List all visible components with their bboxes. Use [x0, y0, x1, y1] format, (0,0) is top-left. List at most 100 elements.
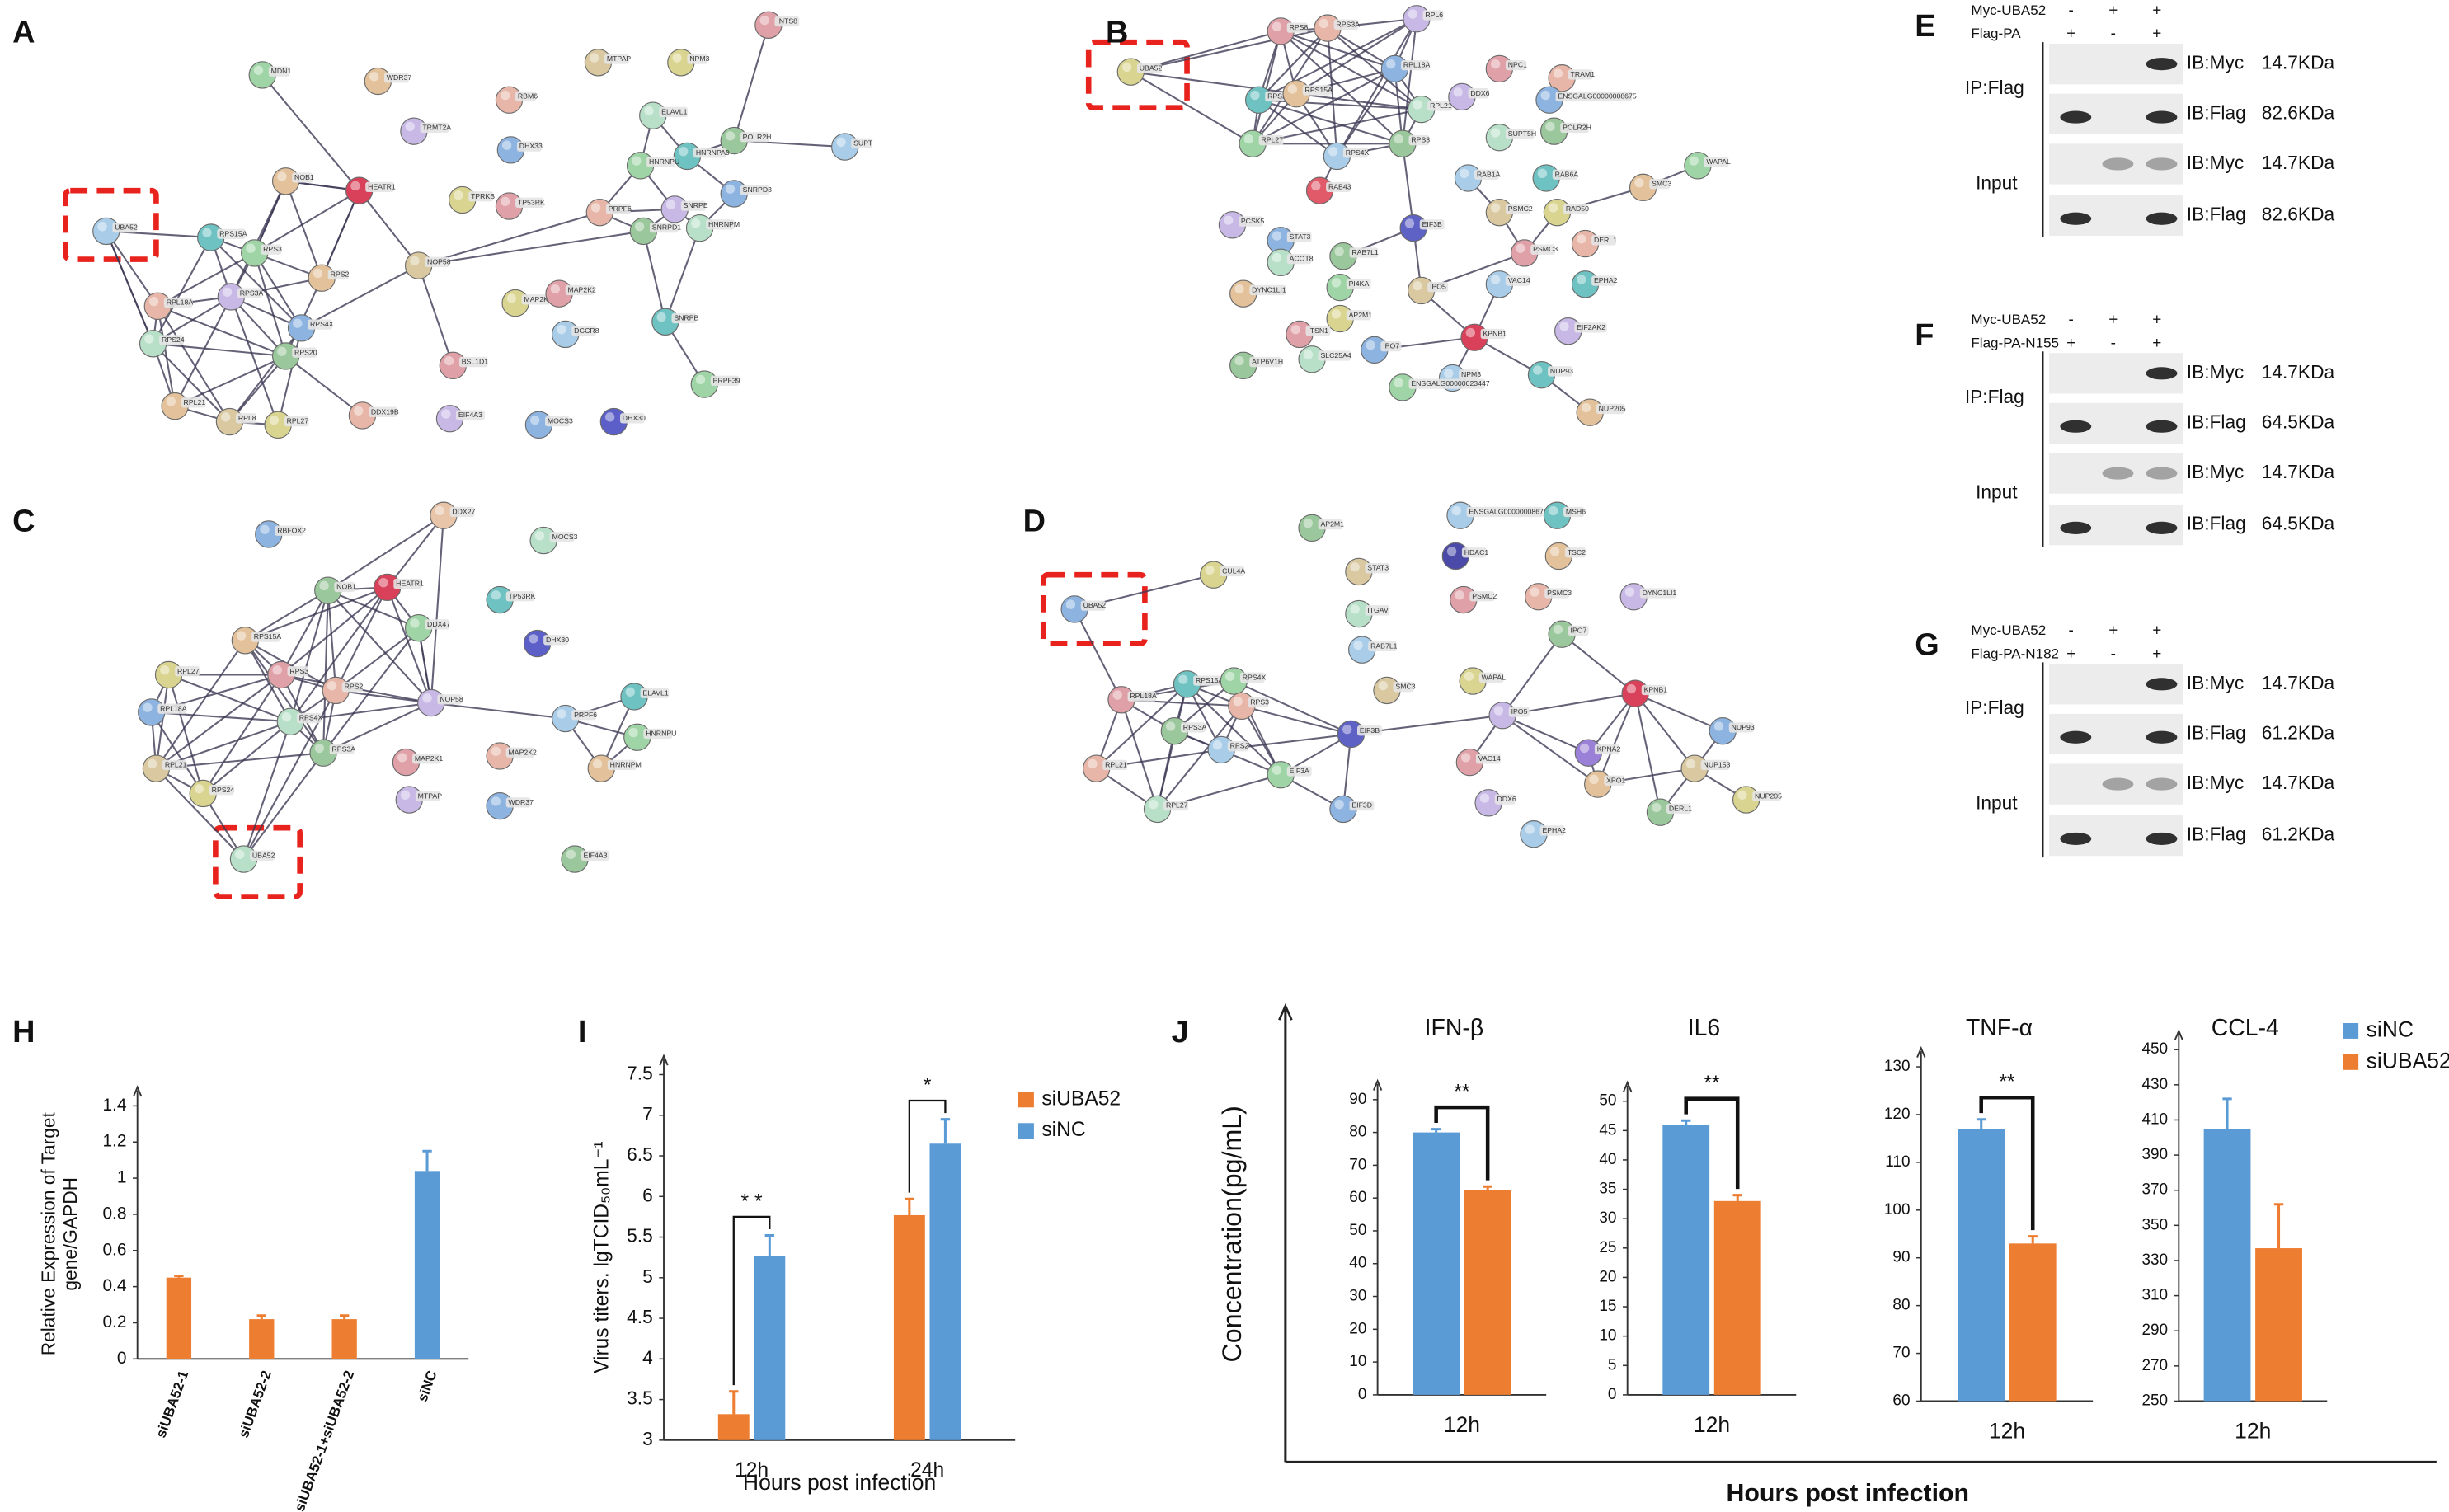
- node-shine: [293, 318, 303, 328]
- error-bar: [2222, 1097, 2232, 1129]
- node-label: BSL1D1: [462, 358, 489, 366]
- error-bar: [1977, 1118, 1986, 1129]
- j-y-label: Concentration(pg/mL): [1217, 1106, 1247, 1362]
- node-label-bg: [1163, 800, 1188, 811]
- node-label-bg: [605, 204, 631, 214]
- node-label-bg: [1604, 775, 1625, 786]
- node-label-bg: [1639, 588, 1677, 599]
- node-label: PSMC2: [1472, 592, 1497, 600]
- node-label-bg: [710, 375, 740, 386]
- node-shine: [1549, 505, 1558, 516]
- blot-band: [2146, 420, 2178, 433]
- node-label: SNRPE: [684, 201, 708, 209]
- node-label: RPS4X: [1346, 148, 1370, 157]
- node-label-bg: [251, 632, 280, 642]
- blot-band: [2102, 467, 2134, 480]
- node-label: EIF3B: [1422, 220, 1442, 228]
- node-label-bg: [181, 397, 206, 408]
- edge: [244, 640, 292, 722]
- x-tick-label: 12h: [1694, 1412, 1730, 1437]
- node-shine: [1626, 683, 1637, 694]
- edge: [105, 230, 159, 307]
- node-label: KPNB1: [1644, 686, 1668, 694]
- edge: [155, 674, 170, 769]
- node-label: RAB7L1: [1370, 641, 1398, 650]
- blot-sign: +: [2152, 2, 2161, 19]
- node-shine: [253, 65, 264, 75]
- node-label: WDR37: [509, 798, 534, 806]
- node-label: HEATR1: [368, 182, 396, 190]
- edge: [327, 589, 420, 629]
- bar: [1713, 1200, 1761, 1395]
- edge: [261, 74, 360, 191]
- node-label-bg: [706, 219, 735, 230]
- node-shine: [1577, 275, 1586, 284]
- node-label: RPS15A: [254, 632, 282, 641]
- edge: [153, 342, 286, 358]
- node-shine: [1464, 671, 1474, 682]
- node-label-bg: [1475, 754, 1501, 764]
- node-label: RAB6A: [1555, 170, 1579, 178]
- node-shine: [277, 171, 287, 181]
- node-shine: [1272, 21, 1282, 31]
- node-label: HNRNPM: [610, 760, 642, 768]
- error-bar: [1483, 1185, 1492, 1190]
- y-tick-label: 25: [1599, 1239, 1616, 1256]
- node-shine: [1465, 327, 1476, 338]
- node-label-bg: [1239, 672, 1265, 683]
- y-tick-label: 0.4: [102, 1276, 126, 1295]
- edge: [322, 627, 420, 754]
- node-label-bg: [1427, 101, 1453, 111]
- node-label-bg: [1305, 326, 1331, 336]
- node-label-bg: [1318, 350, 1351, 361]
- node-shine: [277, 346, 287, 356]
- edge: [1502, 714, 1589, 754]
- node-shine: [246, 243, 256, 253]
- edge: [280, 586, 388, 676]
- node-label-bg: [581, 850, 610, 861]
- node-shine: [501, 196, 510, 207]
- node-label: WAPAL: [1706, 157, 1731, 166]
- blot-ib: IB:Flag: [2187, 101, 2246, 123]
- error-bar: [940, 1118, 951, 1144]
- bar: [249, 1319, 275, 1359]
- node-label: RPS15A: [1305, 86, 1333, 94]
- node-label-bg: [1539, 825, 1565, 836]
- node-shine: [1444, 369, 1454, 378]
- node-label: DGCR8: [574, 326, 599, 335]
- edge: [642, 231, 666, 322]
- node-label-bg: [1468, 88, 1489, 99]
- node-label: RPS20: [294, 348, 317, 356]
- node-shine: [1287, 84, 1298, 94]
- blot-band: [2060, 521, 2092, 534]
- legend-swatch: [1018, 1123, 1034, 1139]
- node-label-bg: [604, 54, 629, 64]
- node-label: RPL21: [184, 398, 206, 406]
- node-shine: [1311, 181, 1321, 191]
- blot-size: 14.7KDa: [2262, 52, 2335, 73]
- node-label-bg: [1544, 588, 1570, 599]
- node-label: HNRNPU: [649, 157, 679, 166]
- node-shine: [1446, 547, 1457, 556]
- blot-ib: IB:Myc: [2187, 772, 2244, 793]
- node-label-bg: [1649, 178, 1671, 190]
- node-shine: [1290, 325, 1300, 335]
- node-label-bg: [163, 297, 193, 308]
- node-shine: [1685, 758, 1696, 769]
- node-shine: [314, 743, 325, 754]
- node-label: RPL18A: [167, 298, 194, 307]
- node-label-bg: [1249, 356, 1282, 368]
- node-label: RAB1A: [1477, 170, 1501, 178]
- node-shine: [604, 412, 615, 422]
- y-tick-label: 270: [2141, 1357, 2168, 1374]
- edge: [1596, 693, 1637, 785]
- node-label: RPS24: [212, 786, 235, 794]
- bar: [1662, 1125, 1710, 1395]
- blot-sign: -: [2111, 26, 2116, 43]
- node-label-bg: [1136, 63, 1162, 74]
- node-shine: [1549, 547, 1560, 556]
- error-bar: [256, 1314, 266, 1320]
- x-tick-label: 24h: [910, 1459, 944, 1481]
- node-shine: [410, 618, 420, 628]
- node-label-bg: [437, 694, 463, 705]
